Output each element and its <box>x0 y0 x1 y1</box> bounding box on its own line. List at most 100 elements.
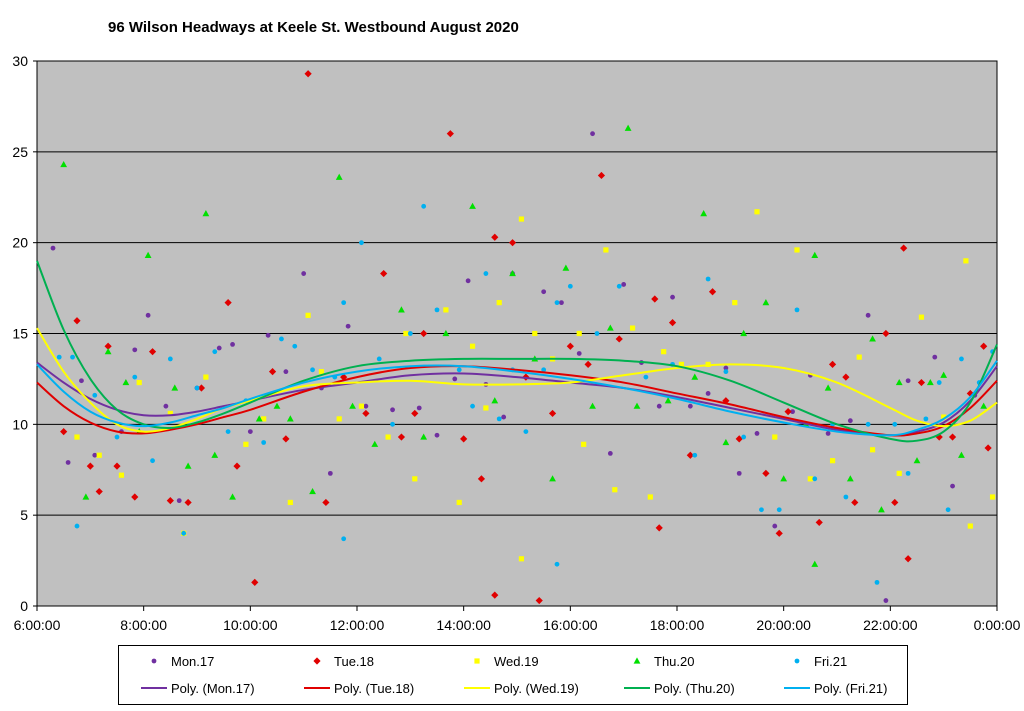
legend-marker-icon <box>464 652 490 670</box>
trendline-poly-wed-19 <box>36 327 998 433</box>
data-point <box>692 452 698 458</box>
data-point <box>668 319 677 327</box>
data-point <box>251 578 259 586</box>
data-point <box>305 312 311 318</box>
data-point <box>741 434 747 440</box>
data-point <box>851 498 859 507</box>
data-point <box>606 324 614 331</box>
legend-marker <box>151 658 157 664</box>
data-point <box>104 348 112 355</box>
data-point <box>918 314 925 320</box>
data-point <box>958 451 965 458</box>
data-point <box>705 391 711 396</box>
data-point <box>477 475 486 483</box>
y-tick-label: 10 <box>12 416 28 432</box>
trendlines <box>36 260 998 443</box>
data-point <box>989 494 996 500</box>
data-point <box>624 124 632 131</box>
data-point <box>936 380 942 385</box>
data-point <box>230 342 235 347</box>
data-point <box>95 487 103 496</box>
legend-line-icon <box>464 679 490 697</box>
data-point <box>340 373 348 381</box>
data-point <box>469 343 476 349</box>
data-point <box>491 397 499 404</box>
data-point <box>562 264 570 271</box>
y-tick-label: 25 <box>12 144 28 160</box>
data-point <box>590 131 595 137</box>
data-point <box>762 299 770 306</box>
data-point <box>941 414 947 420</box>
trendline-poly-fri-21 <box>36 360 998 437</box>
y-tick-label: 0 <box>20 598 28 614</box>
x-tick-label: 20:00:00 <box>756 617 811 633</box>
data-point <box>900 244 908 252</box>
data-point <box>282 435 290 443</box>
data-point <box>496 300 502 306</box>
data-point <box>470 403 475 409</box>
series-wed-19 <box>74 209 996 562</box>
data-point <box>434 307 440 313</box>
legend-line-icon <box>624 679 650 697</box>
data-point <box>700 210 708 217</box>
legend-item: Fri.21 <box>784 652 847 670</box>
data-point <box>301 271 307 276</box>
data-point <box>56 354 62 360</box>
data-point <box>594 331 600 336</box>
data-point <box>380 269 388 278</box>
data-point <box>261 440 267 445</box>
legend-item: Tue.18 <box>304 652 374 670</box>
data-point <box>647 494 653 500</box>
legend-item: Poly. (Thu.20) <box>624 679 735 697</box>
data-point <box>247 429 253 434</box>
legend-marker-icon <box>141 652 167 670</box>
data-point <box>784 408 792 416</box>
y-tick-label: 15 <box>12 326 28 342</box>
data-point <box>104 342 112 350</box>
data-point <box>722 438 730 446</box>
data-point <box>843 494 849 500</box>
trendline-poly-thu-20 <box>36 260 998 443</box>
data-point <box>283 369 289 375</box>
data-point <box>664 397 672 404</box>
data-point <box>656 403 662 409</box>
data-point <box>754 431 760 436</box>
data-point <box>483 271 489 276</box>
data-point <box>723 369 729 375</box>
data-point <box>131 493 139 501</box>
data-point <box>212 349 218 355</box>
data-point <box>496 416 502 422</box>
data-point <box>518 216 525 222</box>
data-point <box>892 421 898 427</box>
data-point <box>549 475 556 482</box>
data-point <box>341 300 347 306</box>
data-point <box>363 403 369 409</box>
data-point <box>923 416 929 422</box>
data-point <box>132 347 138 353</box>
data-point <box>686 451 694 459</box>
data-point <box>483 405 489 411</box>
data-point <box>145 312 151 318</box>
x-tick-label: 6:00:00 <box>14 617 61 633</box>
data-point <box>754 209 760 215</box>
data-point <box>643 374 649 380</box>
data-point <box>442 329 450 337</box>
data-point <box>304 70 312 78</box>
data-point <box>341 536 347 542</box>
data-point <box>273 402 281 409</box>
legend-label: Fri.21 <box>814 653 848 669</box>
data-point <box>113 462 121 470</box>
data-point <box>60 160 68 168</box>
legend-item: Poly. (Fri.21) <box>784 679 887 697</box>
data-point <box>842 373 850 381</box>
data-point <box>932 354 938 360</box>
data-point <box>874 579 880 585</box>
data-point <box>420 329 428 338</box>
data-point <box>358 403 365 409</box>
x-tick-label: 8:00:00 <box>120 617 167 633</box>
scatter-plot: 0 5 10 15 20 25 30 6:00:00 8:00:00 10:00:00 12:00… <box>12 53 1020 633</box>
data-point <box>554 561 560 567</box>
data-point <box>740 329 748 337</box>
data-point <box>335 173 343 180</box>
data-point <box>362 409 370 418</box>
